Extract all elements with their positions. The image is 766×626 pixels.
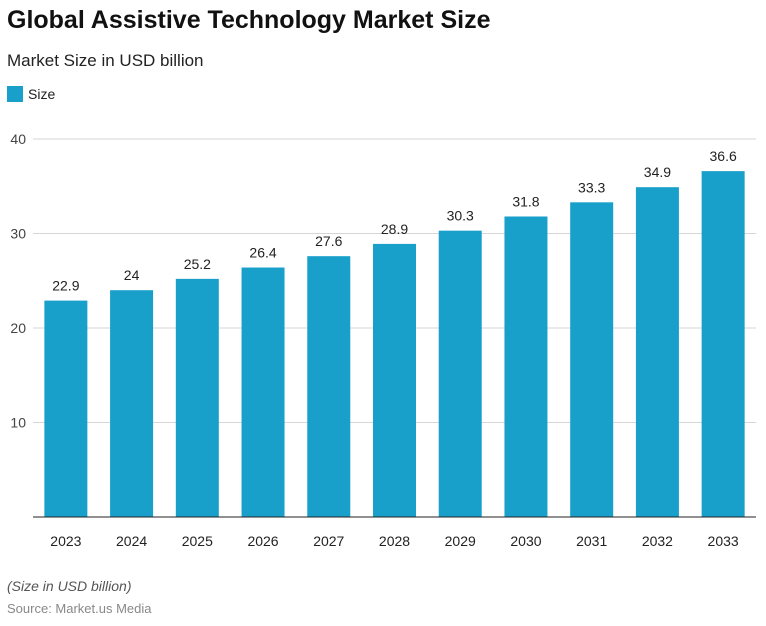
- chart-title: Global Assistive Technology Market Size: [7, 6, 491, 34]
- y-tick-label: 30: [10, 226, 26, 242]
- bar: [307, 256, 351, 517]
- bar: [438, 230, 482, 518]
- x-tick-label: 2029: [445, 533, 476, 549]
- data-label: 24: [124, 267, 140, 283]
- bar: [570, 202, 614, 517]
- data-label: 28.9: [381, 221, 408, 237]
- data-label: 25.2: [184, 256, 211, 272]
- data-label: 26.4: [249, 245, 276, 261]
- data-label: 33.3: [578, 179, 605, 195]
- y-tick-label: 10: [10, 415, 26, 431]
- x-tick-label: 2033: [708, 533, 739, 549]
- data-label: 30.3: [447, 208, 474, 224]
- footnote: (Size in USD billion): [7, 578, 132, 594]
- bar: [373, 243, 416, 517]
- bar: [504, 216, 548, 518]
- bar: [44, 300, 88, 517]
- x-tick-label: 2023: [50, 533, 81, 549]
- data-label: 36.6: [710, 148, 737, 164]
- y-tick-label: 40: [10, 131, 26, 147]
- data-label: 27.6: [315, 233, 342, 249]
- data-label: 22.9: [52, 278, 79, 294]
- x-tick-label: 2032: [642, 533, 673, 549]
- legend-label: Size: [28, 86, 56, 102]
- x-tick-label: 2024: [116, 533, 147, 549]
- x-tick-label: 2030: [510, 533, 541, 549]
- x-tick-label: 2026: [247, 533, 278, 549]
- x-tick-label: 2031: [576, 533, 607, 549]
- x-tick-label: 2025: [182, 533, 213, 549]
- x-tick-label: 2027: [313, 533, 344, 549]
- bar: [110, 290, 154, 517]
- legend: Size: [7, 86, 55, 102]
- data-label: 34.9: [644, 164, 671, 180]
- legend-swatch: [7, 86, 23, 102]
- x-tick-label: 2028: [379, 533, 410, 549]
- data-label: 31.8: [512, 193, 539, 209]
- bar: [635, 187, 679, 517]
- bar: [241, 267, 285, 517]
- source: Source: Market.us Media: [7, 601, 152, 616]
- bar: [175, 278, 219, 517]
- y-tick-label: 20: [10, 320, 26, 336]
- chart-subtitle: Market Size in USD billion: [7, 51, 204, 70]
- bar: [701, 171, 745, 517]
